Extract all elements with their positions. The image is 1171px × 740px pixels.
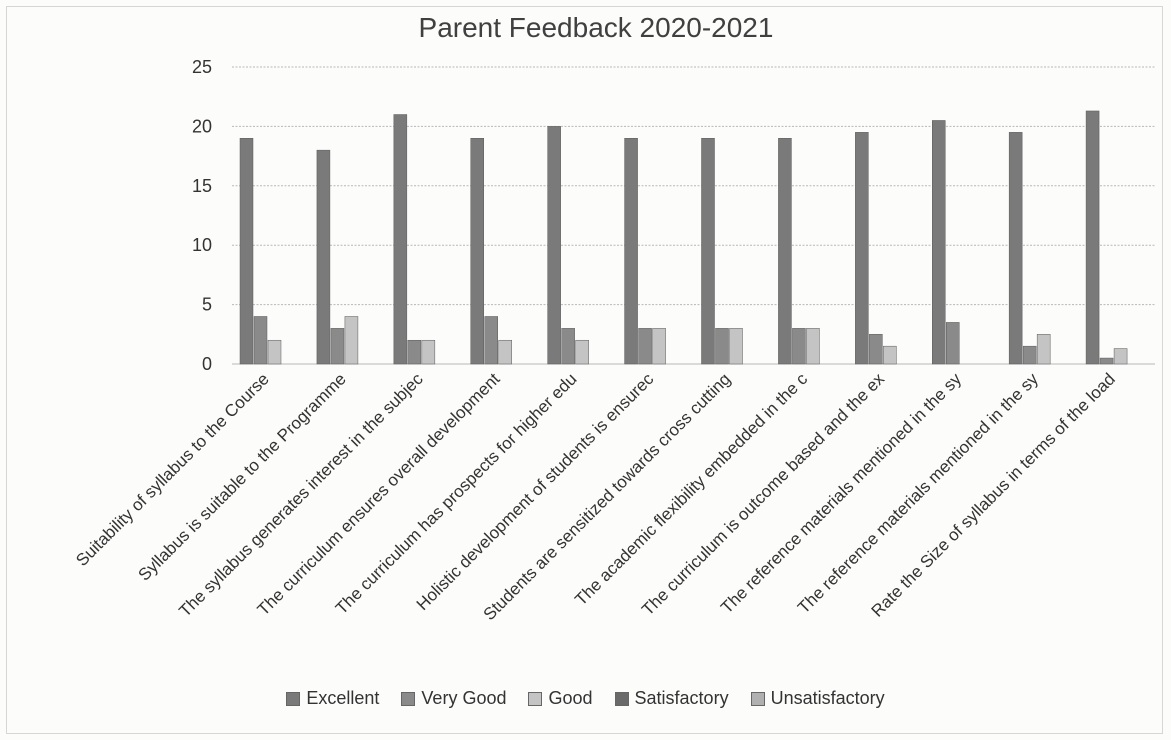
bar-good xyxy=(498,339,512,365)
bar-good xyxy=(575,339,589,365)
bar-very-good xyxy=(638,328,652,365)
chart-frame xyxy=(6,6,1163,734)
bar-very-good xyxy=(869,334,883,365)
bar-good xyxy=(883,345,897,365)
gridlines xyxy=(232,66,1155,365)
legend-label: Excellent xyxy=(306,688,380,708)
legend-label: Unsatisfactory xyxy=(770,688,885,708)
legend-swatch xyxy=(750,691,765,706)
bar-good xyxy=(806,328,820,365)
bar-excellent xyxy=(1008,132,1023,365)
chart-title: Parent Feedback 2020-2021 xyxy=(419,12,774,43)
legend-swatch xyxy=(614,691,629,706)
bar-very-good xyxy=(715,328,729,365)
bar-excellent xyxy=(547,126,561,365)
legend-item: Unsatisfactory xyxy=(750,688,885,709)
bar-excellent xyxy=(624,138,638,365)
legend-item: Good xyxy=(528,688,593,709)
bars xyxy=(239,110,1128,365)
bar-good xyxy=(267,339,282,365)
bar-good xyxy=(421,339,436,365)
bar-excellent xyxy=(701,138,715,365)
bar-very-good xyxy=(253,316,268,365)
bar-very-good xyxy=(484,316,498,365)
legend-label: Very Good xyxy=(421,688,507,708)
bar-good xyxy=(1036,334,1051,365)
bar-very-good xyxy=(330,328,345,365)
bar-good xyxy=(652,328,666,365)
bar-very-good xyxy=(1099,357,1114,365)
bar-excellent xyxy=(239,138,254,365)
legend-item: Very Good xyxy=(401,688,506,709)
bar-excellent xyxy=(1085,110,1100,365)
legend-swatch xyxy=(286,691,301,706)
bar-very-good xyxy=(407,339,422,365)
legend-label: Satisfactory xyxy=(634,688,729,708)
legend-swatch xyxy=(401,691,416,706)
bar-excellent xyxy=(393,114,408,365)
bar-excellent xyxy=(932,120,946,365)
bar-very-good xyxy=(1022,345,1037,365)
bar-very-good xyxy=(792,328,806,365)
y-tick-label: 25 xyxy=(192,57,212,77)
bar-excellent xyxy=(316,149,331,365)
bar-very-good xyxy=(946,322,960,365)
bar-good xyxy=(344,316,359,365)
bar-excellent xyxy=(470,138,484,365)
x-axis-labels: Suitability of syllabus to the CourseSyl… xyxy=(72,369,1119,624)
legend-swatch xyxy=(528,691,543,706)
legend-item: Satisfactory xyxy=(614,688,729,709)
legend: Excellent Very Good Good Satisfactory Unsati… xyxy=(0,688,1171,709)
y-tick-label: 15 xyxy=(192,176,212,196)
y-tick-label: 10 xyxy=(192,235,212,255)
legend-item: Excellent xyxy=(286,688,379,709)
legend-label: Good xyxy=(548,688,593,708)
y-axis-ticks: 0 5 10 15 20 25 xyxy=(192,57,212,374)
bar-very-good xyxy=(561,328,575,365)
bar-good xyxy=(729,328,743,365)
bar-good xyxy=(1113,348,1128,365)
y-tick-label: 20 xyxy=(192,116,212,136)
bar-excellent xyxy=(778,138,792,365)
y-tick-label: 5 xyxy=(202,295,212,315)
y-tick-label: 0 xyxy=(202,354,212,374)
bar-excellent xyxy=(855,132,869,365)
